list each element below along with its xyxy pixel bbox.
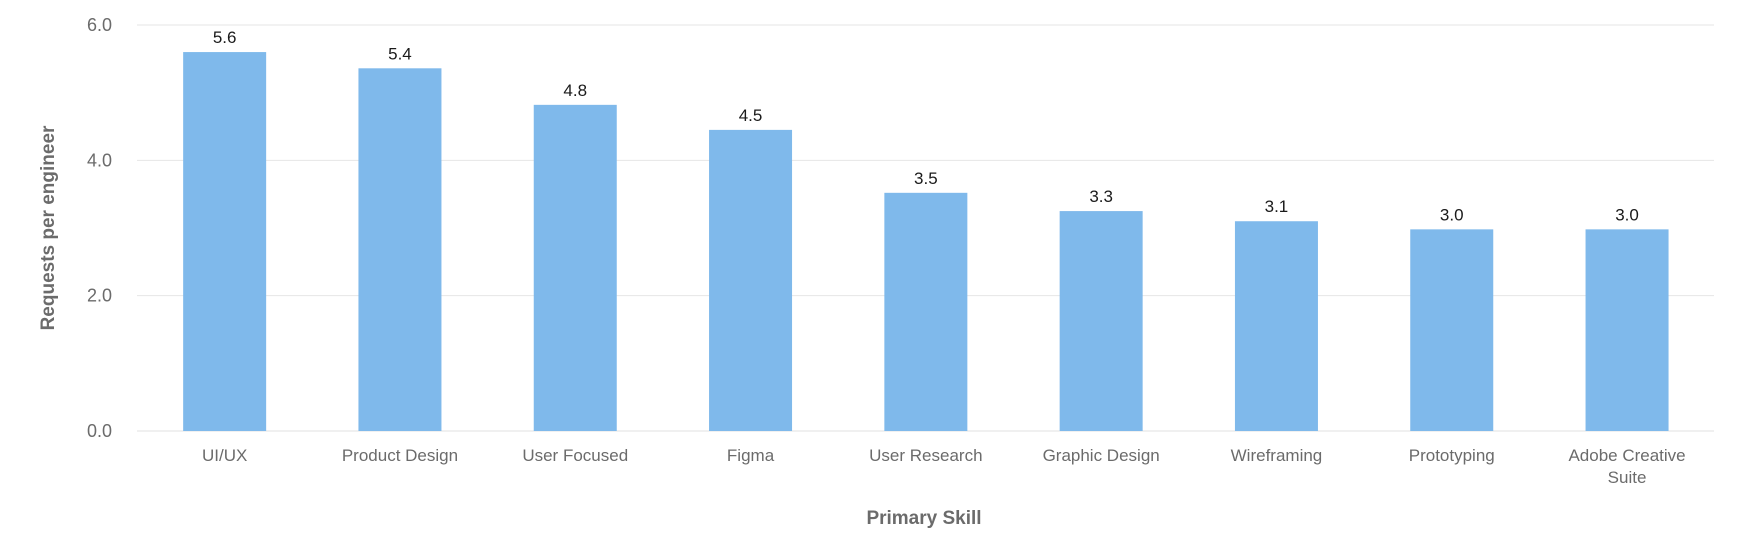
data-label: 5.6 [213, 28, 237, 47]
x-tick-label: Wireframing [1231, 446, 1323, 465]
y-tick-label: 4.0 [87, 150, 112, 170]
data-label: 3.0 [1615, 205, 1639, 224]
bar-9 [1585, 229, 1669, 431]
bar-8 [1410, 229, 1494, 431]
data-labels: 5.6 5.4 4.8 4.5 3.5 3.3 3.1 3.0 3.0 [213, 28, 1639, 224]
data-label: 4.8 [563, 81, 587, 100]
bar-1 [183, 52, 267, 432]
bar-3 [533, 104, 617, 431]
data-label: 5.4 [388, 44, 412, 63]
data-label: 3.0 [1440, 205, 1464, 224]
bar-6 [1059, 211, 1143, 431]
data-label: 3.1 [1265, 197, 1289, 216]
bar-5 [884, 192, 968, 431]
y-axis-title: Requests per engineer [38, 125, 59, 330]
data-label: 4.5 [739, 106, 763, 125]
x-tick-label: User Focused [522, 446, 628, 465]
bar-4 [709, 129, 793, 431]
x-tick-label: User Research [869, 446, 982, 465]
bars [183, 52, 1669, 432]
y-tick-labels: 0.0 2.0 4.0 6.0 [87, 15, 112, 441]
x-tick-label: Adobe Creative Suite [1568, 446, 1685, 487]
bar-7 [1234, 221, 1318, 431]
y-tick-label: 6.0 [87, 15, 112, 35]
x-tick-label: Graphic Design [1043, 446, 1160, 465]
x-axis-title: Primary Skill [866, 508, 981, 529]
x-tick-labels: UI/UX Product Design User Focused Figma User… [202, 446, 1686, 487]
bar-2 [358, 68, 442, 431]
x-tick-label: Figma [727, 446, 775, 465]
x-tick-label: Product Design [342, 446, 458, 465]
data-label: 3.3 [1089, 187, 1113, 206]
data-label: 3.5 [914, 169, 938, 188]
y-tick-label: 2.0 [87, 286, 112, 306]
x-tick-label: UI/UX [202, 446, 247, 465]
y-tick-label: 0.0 [87, 421, 112, 441]
x-tick-label: Prototyping [1409, 446, 1495, 465]
